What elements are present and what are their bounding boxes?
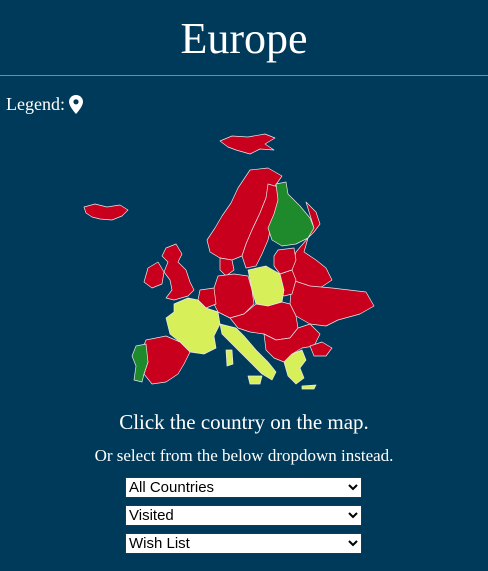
country-turkey[interactable] bbox=[309, 341, 333, 357]
country-russia[interactable] bbox=[291, 201, 333, 297]
page-title: Europe bbox=[180, 14, 308, 63]
legend: Legend: bbox=[6, 93, 83, 115]
legend-label: Legend: bbox=[6, 94, 65, 114]
dropdown-value: Visited bbox=[129, 507, 174, 524]
country-benelux[interactable] bbox=[197, 287, 217, 309]
visited-dropdown[interactable]: Visited bbox=[125, 505, 362, 526]
chevron-down-icon bbox=[345, 506, 361, 525]
country-italy-sicily[interactable] bbox=[247, 375, 263, 385]
chevron-down-icon bbox=[345, 478, 361, 497]
country-greece-crete[interactable] bbox=[301, 384, 317, 390]
country-greece[interactable] bbox=[283, 349, 307, 385]
country-ireland[interactable] bbox=[143, 261, 165, 289]
dropdown-value: Wish List bbox=[129, 535, 190, 552]
country-italy-sardinia[interactable] bbox=[225, 349, 234, 367]
country-italy[interactable] bbox=[219, 323, 277, 381]
country-finland[interactable] bbox=[267, 181, 315, 247]
instruction-sub: Or select from the below dropdown instea… bbox=[94, 446, 394, 465]
chevron-down-icon bbox=[345, 534, 361, 553]
country-portugal[interactable] bbox=[131, 343, 149, 383]
country-iceland[interactable] bbox=[83, 203, 129, 221]
wish-list-dropdown[interactable]: Wish List bbox=[125, 533, 362, 554]
map-pin-icon[interactable] bbox=[68, 94, 83, 114]
europe-map bbox=[83, 133, 375, 390]
country-ukraine[interactable] bbox=[289, 279, 375, 327]
country-central-europe[interactable] bbox=[229, 301, 299, 341]
country-denmark[interactable] bbox=[219, 257, 235, 277]
divider bbox=[0, 75, 488, 76]
all-countries-dropdown[interactable]: All Countries bbox=[125, 477, 362, 498]
country-svalbard[interactable] bbox=[219, 133, 276, 155]
dropdown-value: All Countries bbox=[129, 479, 215, 496]
country-france[interactable] bbox=[165, 297, 221, 355]
country-united-kingdom[interactable] bbox=[161, 243, 195, 301]
instruction-main: Click the country on the map. bbox=[119, 410, 369, 434]
